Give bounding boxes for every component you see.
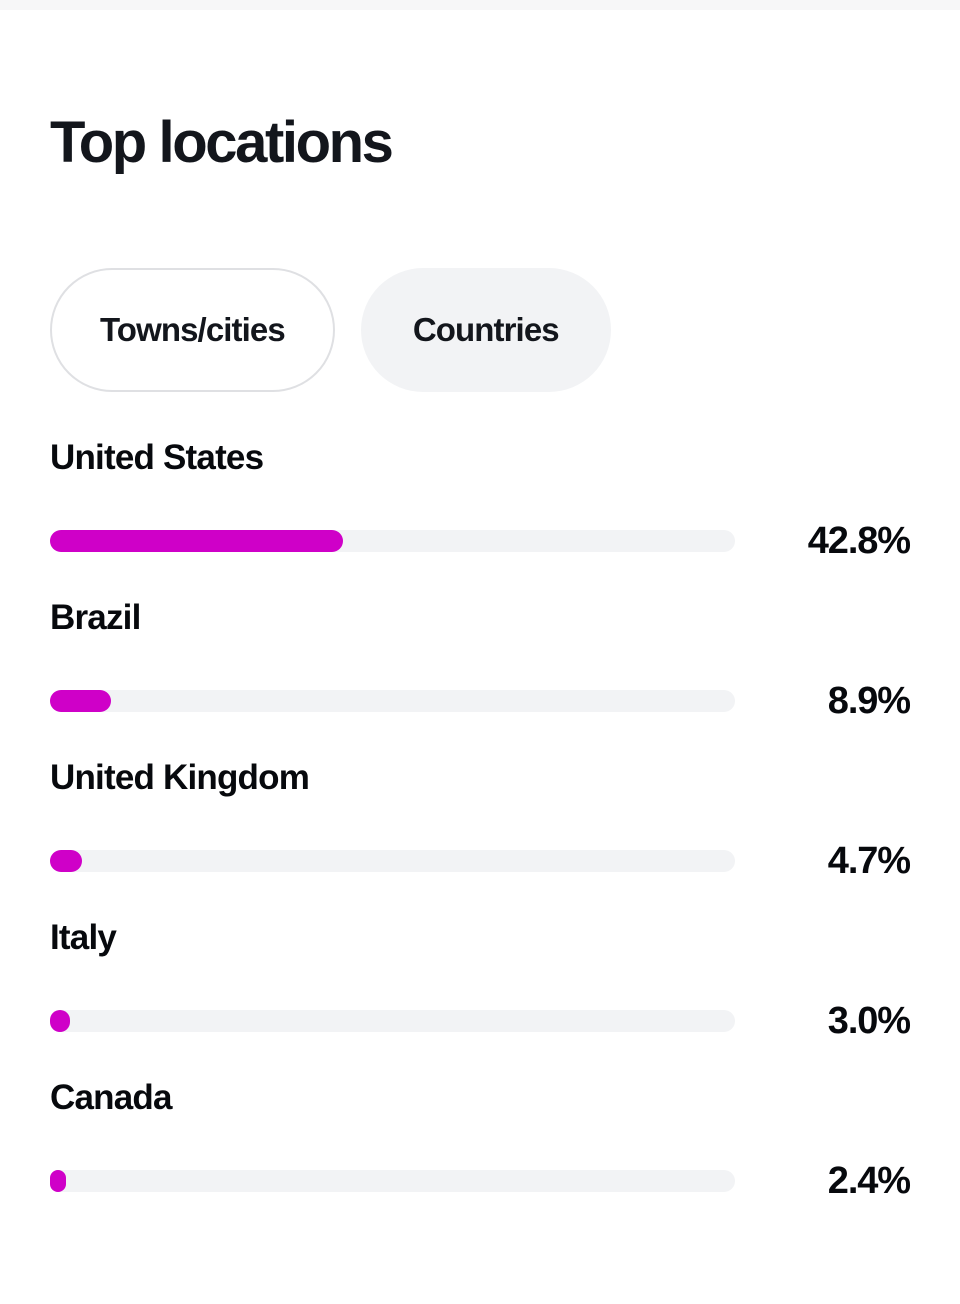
bar-track [50,1010,735,1032]
tab-countries[interactable]: Countries [360,268,611,392]
location-name: United States [50,438,264,477]
location-percentage: 8.9% [827,680,911,722]
location-meter: 3.0% [50,1000,911,1042]
tab-towns-cities-label: Towns/cities [100,311,286,348]
location-percentage: 42.8% [807,520,911,562]
page-title: Top locations [50,110,394,175]
location-name: Canada [50,1078,172,1117]
bar-fill [50,1170,66,1192]
bar-track [50,690,735,712]
location-meter: 42.8% [50,520,911,562]
location-meter: 2.4% [50,1160,911,1202]
location-meter: 8.9% [50,680,911,722]
bar-track [50,1170,735,1192]
tab-towns-cities[interactable]: Towns/cities [50,268,335,392]
location-meter: 4.7% [50,840,911,882]
location-scope-toggle-group: Towns/cities Countries [50,268,611,392]
location-name: Brazil [50,598,141,637]
list-item[interactable]: Canada 2.4% [50,1078,911,1240]
bar-fill [50,690,111,712]
bar-fill [50,1010,70,1032]
list-item[interactable]: United States 42.8% [50,438,911,600]
tab-countries-label: Countries [412,311,560,348]
bar-track [50,530,735,552]
top-edge-strip [0,0,960,10]
location-percentage: 3.0% [827,1000,911,1042]
location-name: Italy [50,918,117,957]
list-item[interactable]: Brazil 8.9% [50,598,911,760]
location-percentage: 2.4% [827,1160,911,1202]
top-locations-panel: Top locations Towns/cities Countries Uni… [0,10,960,1304]
list-item[interactable]: United Kingdom 4.7% [50,758,911,920]
list-item[interactable]: Italy 3.0% [50,918,911,1080]
location-percentage: 4.7% [827,840,911,882]
bar-fill [50,530,343,552]
location-name: United Kingdom [50,758,310,797]
bar-track [50,850,735,872]
bar-fill [50,850,82,872]
locations-list: United States 42.8% Brazil 8.9% United K… [50,438,911,1240]
